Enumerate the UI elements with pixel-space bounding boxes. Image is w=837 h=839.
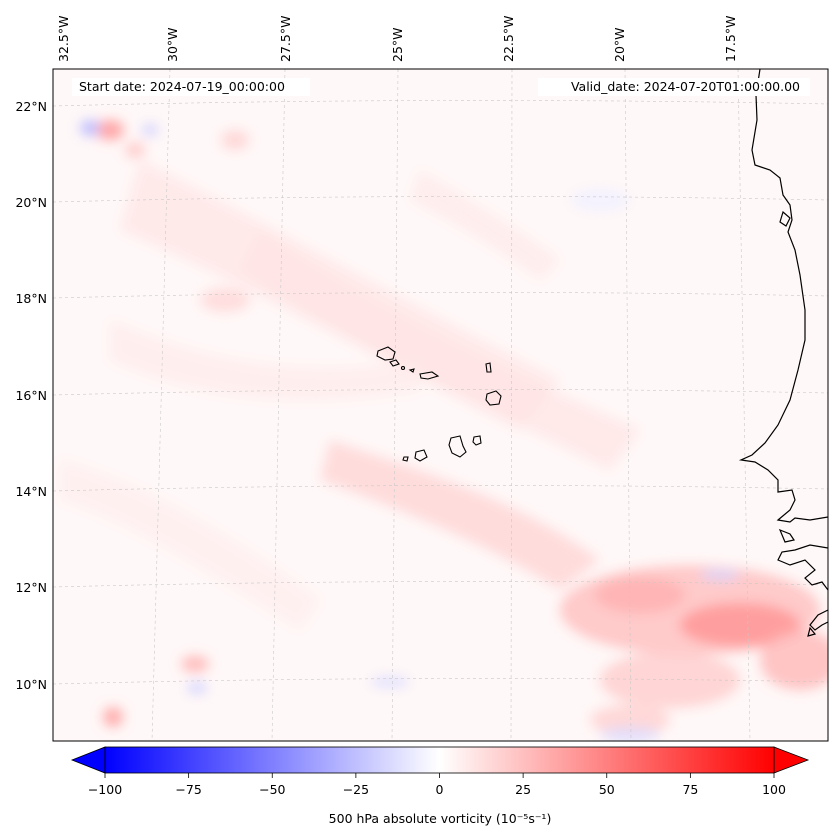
start-date-label: Start date: 2024-07-19_00:00:00 (79, 79, 285, 94)
colorbar-tick-label: −50 (259, 782, 285, 797)
coastline (738, 69, 828, 637)
lon-label: 27.5°W (278, 16, 293, 62)
colorbar-tick-label: 75 (682, 782, 698, 797)
lon-label: 22.5°W (501, 16, 516, 62)
lat-label: 10°N (15, 677, 47, 692)
graticule (53, 69, 828, 741)
colorbar-tick-label: −75 (175, 782, 201, 797)
colorbar-tick-label: −100 (88, 782, 122, 797)
cape-verde-islands (376, 346, 502, 462)
colorbar-tick-label: 50 (599, 782, 615, 797)
lat-label: 12°N (15, 580, 47, 595)
lon-label: 25°W (390, 27, 405, 62)
vorticity-field (60, 120, 828, 741)
map-frame (52, 68, 829, 742)
lon-label: 17.5°W (723, 16, 738, 62)
lat-label: 22°N (15, 99, 47, 114)
longitude-labels: 32.5°W 30°W 27.5°W 25°W 22.5°W 20°W 17.5… (56, 16, 738, 62)
lat-label: 16°N (15, 388, 47, 403)
colorbar-tick-label: 100 (762, 782, 786, 797)
colorbar-tick-label: 0 (436, 782, 444, 797)
colorbar-extend-low (70, 746, 106, 774)
colorbar-tick-label: 25 (515, 782, 531, 797)
colorbar-body (104, 746, 775, 774)
lon-label: 32.5°W (56, 16, 71, 62)
latitude-labels: 22°N 20°N 18°N 16°N 14°N 12°N 10°N (15, 99, 47, 692)
lat-label: 14°N (15, 484, 47, 499)
valid-date-label: Valid_date: 2024-07-20T01:00:00.00 (571, 79, 800, 94)
colorbar-tick-label: −25 (343, 782, 369, 797)
colorbar: −100 −75 −50 −25 0 25 50 75 100 500 hPa … (70, 746, 810, 826)
lat-label: 20°N (15, 195, 47, 210)
colorbar-label: 500 hPa absolute vorticity (10⁻⁵s⁻¹) (329, 811, 552, 826)
map-panel: Start date: 2024-07-19_00:00:00 Valid_da… (52, 68, 829, 742)
lon-label: 30°W (165, 27, 180, 62)
lon-label: 20°W (612, 27, 627, 62)
colorbar-extend-high (773, 746, 810, 774)
lat-label: 18°N (15, 291, 47, 306)
